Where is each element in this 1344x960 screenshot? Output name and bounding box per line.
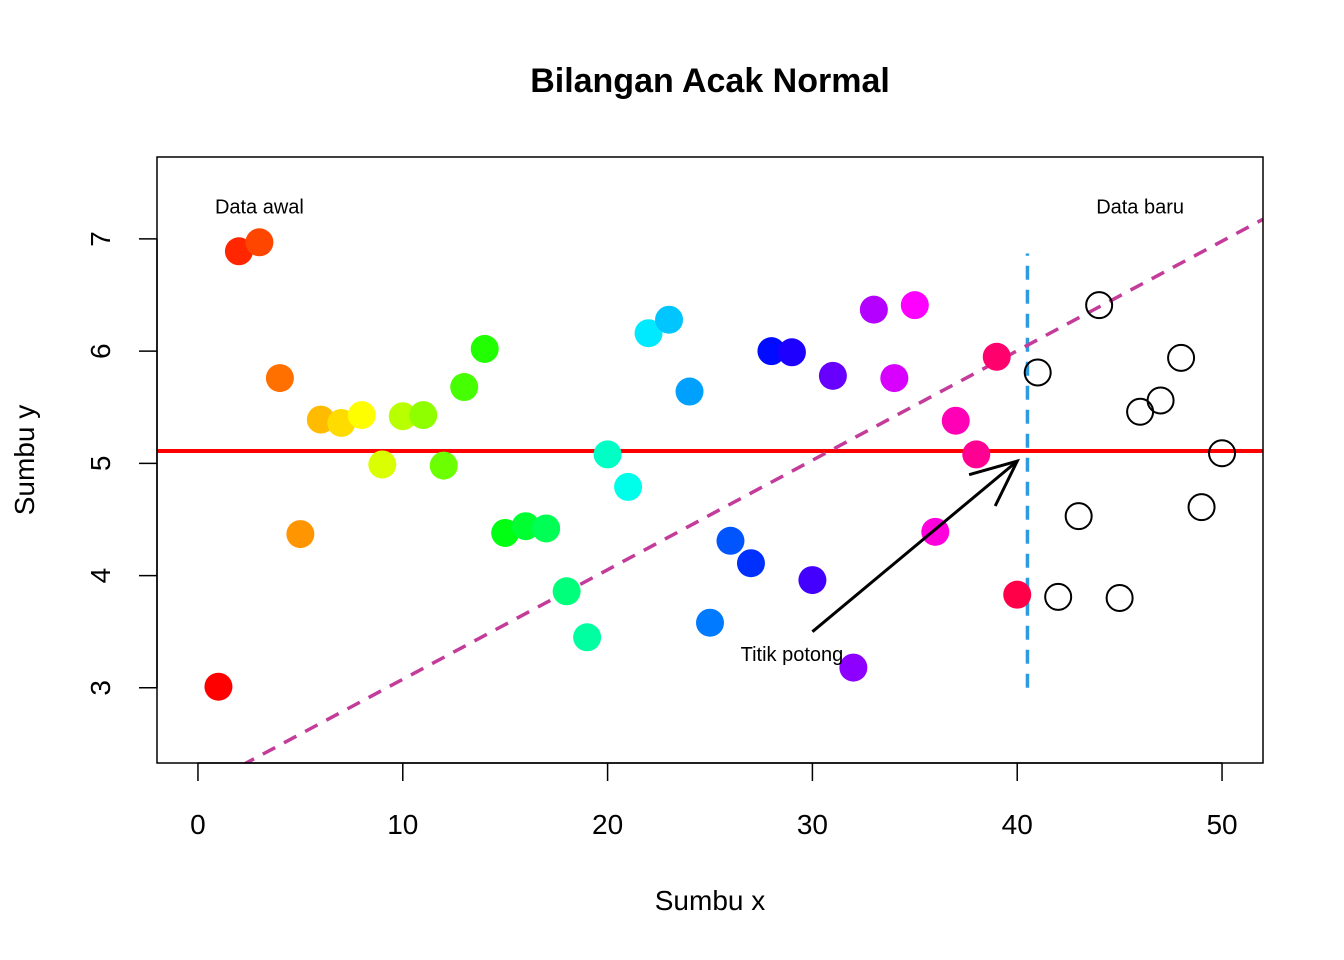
point-awal-21 xyxy=(614,472,643,501)
point-baru-50 xyxy=(1208,439,1237,468)
x-tick-label-50: 50 xyxy=(1206,809,1237,840)
point-awal-33 xyxy=(859,295,888,324)
point-awal-11 xyxy=(409,401,438,430)
point-awal-20 xyxy=(593,440,622,469)
point-awal-8 xyxy=(347,401,376,430)
point-baru-46 xyxy=(1126,397,1155,426)
point-awal-30 xyxy=(798,566,827,595)
reference-lines xyxy=(157,217,1263,763)
chart-title: Bilangan Acak Normal xyxy=(530,62,890,100)
point-awal-40 xyxy=(1003,580,1032,609)
point-awal-13 xyxy=(450,373,479,402)
point-baru-48 xyxy=(1167,343,1196,372)
point-awal-16 xyxy=(511,512,540,541)
data-points xyxy=(204,228,1237,701)
point-awal-27 xyxy=(736,549,765,578)
point-awal-32 xyxy=(839,653,868,682)
point-baru-42 xyxy=(1044,582,1073,611)
label-titik-potong: Titik potong xyxy=(741,644,844,666)
point-awal-18 xyxy=(552,577,581,606)
point-baru-43 xyxy=(1064,502,1093,531)
x-tick-label-20: 20 xyxy=(592,809,623,840)
point-awal-22 xyxy=(634,319,663,348)
annotations: Data awal Data baru Titik potong xyxy=(215,196,1184,666)
point-baru-45 xyxy=(1105,584,1134,613)
y-tick-label-3: 3 xyxy=(85,680,116,696)
point-awal-28 xyxy=(757,337,786,366)
point-awal-35 xyxy=(900,291,929,320)
point-awal-10 xyxy=(388,402,417,431)
point-awal-23 xyxy=(655,305,684,334)
point-awal-24 xyxy=(675,377,704,406)
point-awal-1 xyxy=(204,672,233,701)
label-data-awal: Data awal xyxy=(215,196,304,218)
x-tick-label-0: 0 xyxy=(190,809,206,840)
point-awal-31 xyxy=(818,361,847,390)
point-awal-39 xyxy=(982,342,1011,371)
x-tick-label-30: 30 xyxy=(797,809,828,840)
y-tick-label-7: 7 xyxy=(85,231,116,247)
plot-frame xyxy=(156,156,1264,764)
x-tick-label-40: 40 xyxy=(1002,809,1033,840)
regression-line xyxy=(242,217,1263,763)
point-baru-47 xyxy=(1146,386,1175,415)
point-awal-29 xyxy=(777,338,806,367)
x-tick-label-10: 10 xyxy=(387,809,418,840)
point-awal-3 xyxy=(245,228,274,257)
y-tick-label-6: 6 xyxy=(85,343,116,359)
arrow-head xyxy=(968,458,1021,507)
point-awal-9 xyxy=(368,450,397,479)
point-awal-4 xyxy=(265,364,294,393)
y-axis-label: Sumbu y xyxy=(9,405,40,516)
y-tick-label-5: 5 xyxy=(85,456,116,472)
point-awal-14 xyxy=(470,334,499,363)
y-tick-label-4: 4 xyxy=(85,568,116,584)
x-axis-label: Sumbu x xyxy=(655,885,766,916)
point-awal-5 xyxy=(286,520,315,549)
point-awal-12 xyxy=(429,451,458,480)
point-awal-26 xyxy=(716,526,745,555)
point-baru-41 xyxy=(1023,358,1052,387)
label-data-baru: Data baru xyxy=(1096,196,1184,218)
point-baru-49 xyxy=(1187,493,1216,522)
point-awal-25 xyxy=(696,608,724,637)
point-awal-17 xyxy=(532,514,561,543)
point-awal-19 xyxy=(573,623,602,652)
point-baru-44 xyxy=(1085,291,1114,320)
point-awal-37 xyxy=(941,406,970,435)
point-awal-38 xyxy=(962,440,991,469)
point-awal-34 xyxy=(880,364,909,393)
arrow-shaft xyxy=(811,459,1019,633)
